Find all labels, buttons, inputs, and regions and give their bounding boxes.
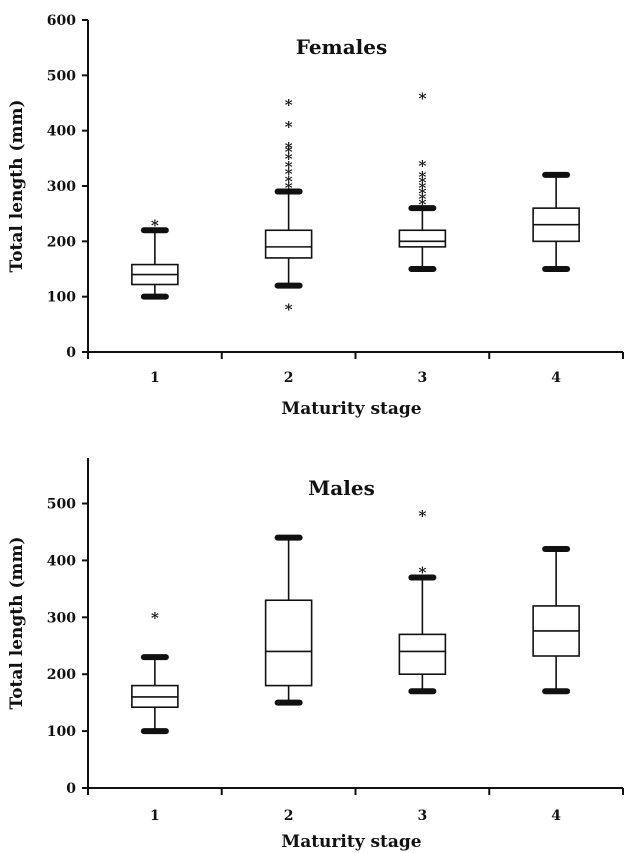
y-tick-label: 400 (47, 553, 76, 569)
outlier-point: * (285, 179, 293, 197)
outlier-point: * (418, 564, 426, 582)
x-tick-label: 1 (150, 370, 160, 386)
outlier-point: * (285, 143, 293, 161)
y-tick-label: 100 (47, 724, 76, 740)
x-tick-label: 3 (418, 370, 428, 386)
outlier-point: * (151, 609, 159, 627)
outlier-point: * (418, 179, 426, 197)
interquartile-box (264, 229, 313, 259)
y-tick-label: 300 (47, 610, 76, 626)
box-stage-4 (532, 171, 580, 272)
outlier-point: * (418, 196, 426, 214)
x-axis-title: Maturity stage (281, 832, 421, 852)
y-tick-label: 200 (47, 667, 76, 683)
outlier-point: * (285, 165, 293, 183)
y-tick-label: 100 (47, 290, 76, 306)
y-tick-label: 200 (47, 234, 76, 250)
outlier-point: * (418, 173, 426, 191)
x-tick-label: 3 (418, 808, 428, 824)
y-tick-label: 500 (47, 68, 76, 84)
box-stage-1: * (131, 609, 179, 735)
outlier-point: * (418, 507, 426, 525)
box-stage-4 (532, 546, 580, 695)
outlier-point: * (418, 89, 426, 107)
y-axis-title: Total length (mm) (7, 537, 27, 710)
box-stage-3: ******** (398, 89, 447, 272)
y-tick-label: 500 (47, 497, 76, 513)
y-tick-label: 300 (47, 179, 76, 195)
x-tick-label: 1 (150, 808, 160, 824)
outlier-point: * (418, 190, 426, 208)
outlier-point: * (285, 158, 293, 176)
interquartile-box (398, 229, 447, 248)
outlier-point: * (418, 185, 426, 203)
outlier-point: * (418, 168, 426, 186)
outlier-point: * (285, 96, 293, 114)
x-axis-title: Maturity stage (281, 399, 421, 419)
y-tick-label: 600 (47, 13, 76, 29)
y-tick-label: 400 (47, 124, 76, 140)
y-axis-title: Total length (mm) (7, 100, 27, 273)
outlier-point: * (151, 217, 159, 235)
box-stage-2 (264, 534, 313, 706)
outlier-point: * (285, 150, 293, 168)
interquartile-box (398, 633, 447, 676)
box-stage-1: * (131, 217, 179, 300)
x-tick-label: 2 (284, 808, 294, 824)
panel-title: Females (296, 35, 388, 59)
outlier-point: * (285, 118, 293, 136)
x-tick-label: 4 (551, 370, 561, 386)
x-tick-label: 2 (284, 370, 294, 386)
outlier-point: * (285, 301, 293, 319)
outlier-point: * (285, 139, 293, 157)
x-tick-label: 4 (551, 808, 561, 824)
box-stage-2: ********** (264, 96, 313, 319)
y-tick-label: 0 (66, 345, 76, 361)
outlier-point: * (418, 157, 426, 175)
y-tick-label: 0 (66, 781, 76, 797)
panel-title: Males (308, 476, 375, 500)
outlier-point: * (285, 172, 293, 190)
interquartile-box (264, 599, 313, 687)
box-stage-3: ** (398, 507, 447, 695)
